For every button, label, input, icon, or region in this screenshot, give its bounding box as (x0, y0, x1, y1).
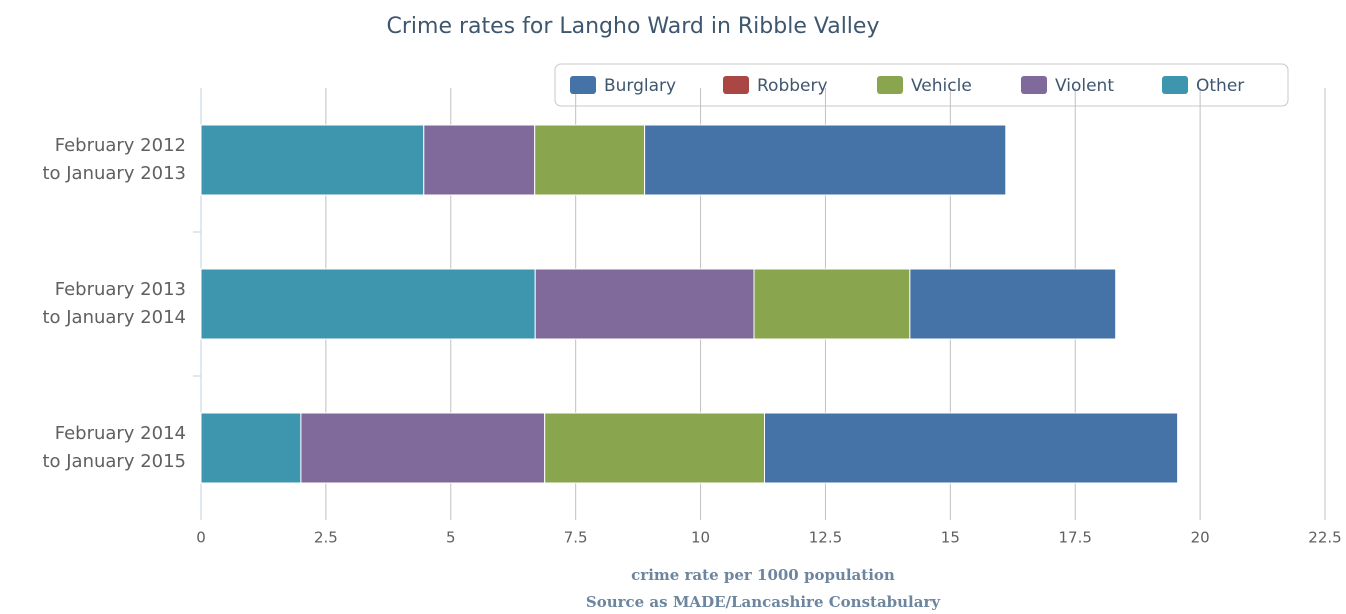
chart-title: Crime rates for Langho Ward in Ribble Va… (387, 14, 880, 39)
bar-segment (200, 124, 425, 196)
x-tick-label: 22.5 (1308, 529, 1341, 547)
bar-segment (644, 124, 1007, 196)
x-tick-label: 20 (1191, 529, 1210, 547)
source: Source as MADE/Lancashire Constabulary (586, 593, 941, 611)
bar-segment (300, 412, 546, 484)
bar-segment (200, 412, 302, 484)
y-tick-label-line: to January 2014 (42, 307, 186, 328)
legend-label: Burglary (604, 76, 676, 96)
y-tick-label: February 2012 to January 2013 (42, 135, 186, 184)
x-tick-label: 15 (941, 529, 960, 547)
y-tick-label-line: February 2013 (55, 279, 186, 300)
x-axis-title: crime rate per 1000 population (631, 566, 895, 584)
bar-segment (763, 412, 1179, 484)
legend-swatch (1162, 76, 1188, 94)
bar-segment (534, 268, 755, 340)
legend-label: Vehicle (911, 76, 972, 96)
bar-segment (200, 268, 536, 340)
y-tick-label-line: February 2012 (55, 135, 186, 156)
bar-segment (423, 124, 536, 196)
legend-label: Other (1196, 76, 1244, 96)
bar-segment (909, 268, 1117, 340)
legend-box (554, 63, 1289, 107)
x-tick-label: 12.5 (809, 529, 842, 547)
y-tick-label: February 2013 to January 2014 (42, 279, 186, 328)
y-tick-label-line: to January 2015 (42, 451, 186, 472)
legend-swatch (1021, 76, 1047, 94)
x-tick-label: 17.5 (1059, 529, 1092, 547)
bar-segment (544, 412, 765, 484)
legend-swatch (570, 76, 596, 94)
x-tick-label: 5 (446, 529, 456, 547)
x-tick-label: 7.5 (564, 529, 588, 547)
legend-swatch (723, 76, 749, 94)
x-tick-label: 2.5 (314, 529, 338, 547)
bar-segment (753, 268, 911, 340)
legend-swatch (877, 76, 903, 94)
y-tick-label-line: February 2014 (55, 423, 186, 444)
legend-label: Violent (1055, 76, 1114, 96)
legend-label: Robbery (757, 76, 828, 96)
bar-segment (534, 124, 646, 196)
y-tick-label-line: to January 2013 (42, 163, 186, 184)
x-tick-label: 0 (196, 529, 206, 547)
x-tick-label: 10 (691, 529, 710, 547)
y-tick-label: February 2014 to January 2015 (42, 423, 186, 472)
